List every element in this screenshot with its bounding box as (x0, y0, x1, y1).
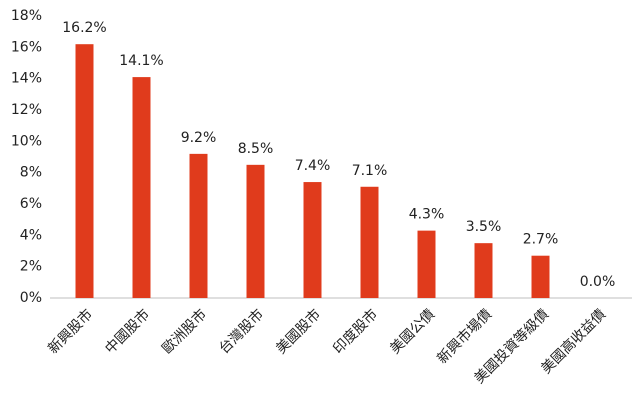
x-tick-label: 中國股市 (102, 306, 154, 358)
y-tick-label: 12% (11, 102, 42, 118)
y-tick-label: 0% (20, 290, 42, 306)
x-tick-label: 美國公債 (387, 306, 438, 357)
value-label: 9.2% (181, 130, 217, 146)
value-label: 8.5% (238, 141, 274, 157)
y-tick-label: 8% (20, 165, 42, 181)
x-tick-label: 歐洲股市 (159, 306, 211, 358)
value-label: 14.1% (119, 53, 163, 69)
y-tick-label: 18% (11, 8, 42, 24)
value-label: 3.5% (466, 219, 502, 235)
bar (417, 230, 436, 298)
bar (531, 255, 550, 298)
bar (303, 182, 322, 298)
value-label: 7.1% (352, 163, 388, 179)
bar (132, 77, 151, 298)
x-tick-label: 美國股市 (273, 306, 325, 358)
y-tick-label: 14% (11, 71, 42, 87)
x-tick-label: 台灣股市 (216, 306, 268, 358)
y-tick-label: 16% (11, 39, 42, 55)
y-tick-label: 2% (20, 259, 42, 275)
bar (246, 164, 265, 298)
value-label: 4.3% (409, 207, 445, 223)
bar (75, 44, 94, 299)
x-tick-label: 新興股市 (45, 306, 97, 358)
x-tick-label: 印度股市 (330, 306, 382, 358)
bar (189, 153, 208, 298)
bar (360, 186, 379, 298)
y-tick-label: 6% (20, 196, 42, 212)
y-tick-label: 4% (20, 227, 42, 243)
value-label: 16.2% (62, 20, 106, 36)
x-tick-label: 新興市場債 (434, 306, 496, 368)
value-label: 7.4% (295, 158, 331, 174)
bar (474, 243, 493, 298)
y-tick-label: 10% (11, 133, 42, 149)
value-label: 2.7% (523, 232, 559, 248)
value-label: 0.0% (580, 274, 616, 290)
